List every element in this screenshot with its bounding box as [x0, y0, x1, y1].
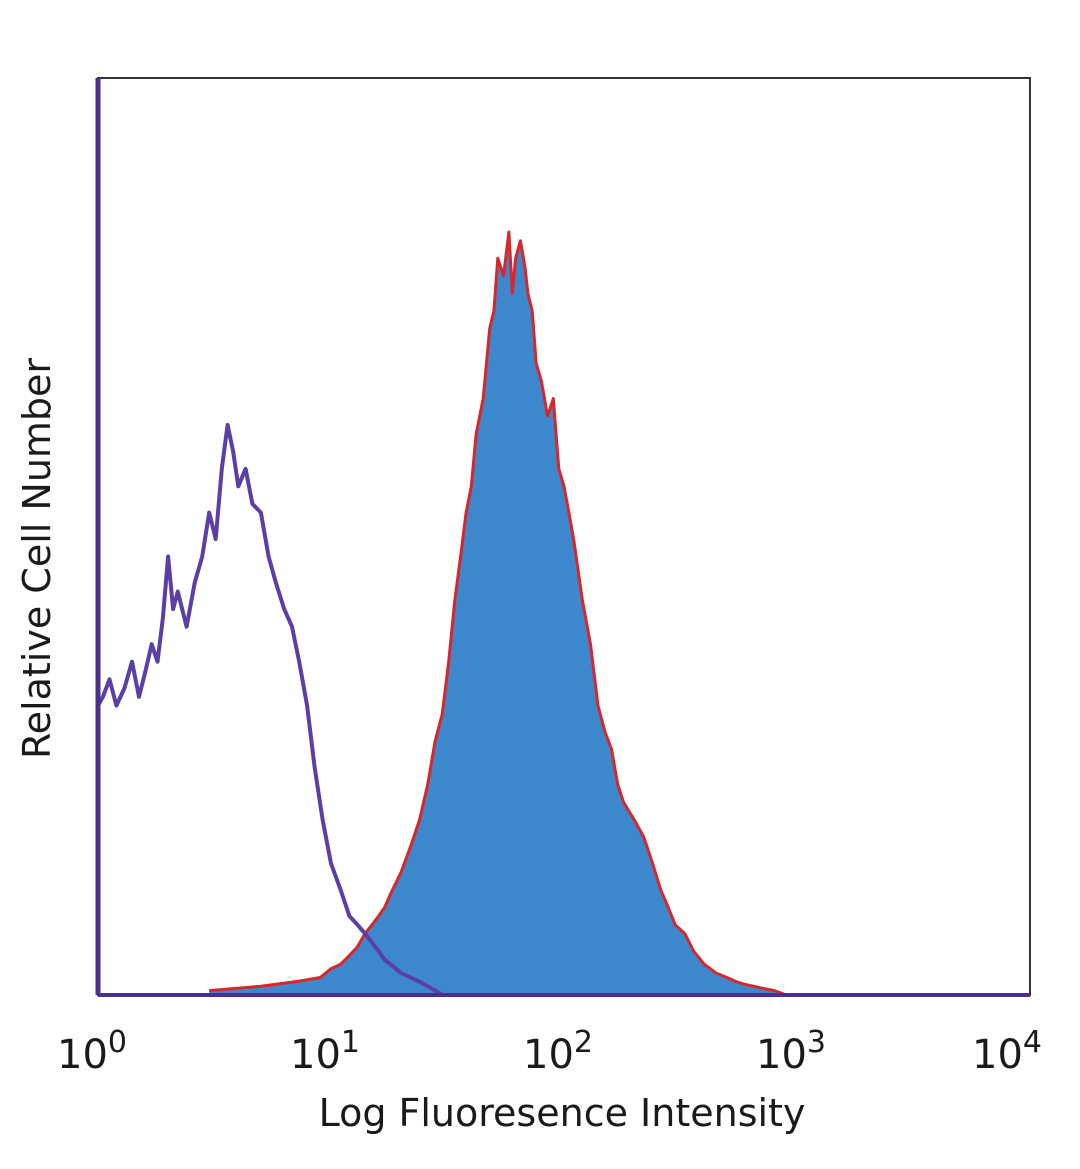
x-tick-label: 104 [972, 1025, 1042, 1078]
control-histogram-line [96, 422, 444, 997]
x-axis-label: Log Fluoresence Intensity [319, 1091, 806, 1135]
stained-histogram-area [209, 232, 787, 995]
x-axis-ticks: 100 101 102 103 104 [57, 1025, 1042, 1078]
y-axis-label: Relative Cell Number [15, 358, 59, 759]
x-tick-label: 100 [57, 1025, 127, 1078]
x-tick-label: 102 [523, 1025, 593, 1078]
x-tick-label: 103 [756, 1025, 826, 1078]
stained-histogram-outline [209, 230, 787, 997]
plot-area [96, 230, 787, 997]
x-tick-label: 101 [290, 1025, 360, 1078]
